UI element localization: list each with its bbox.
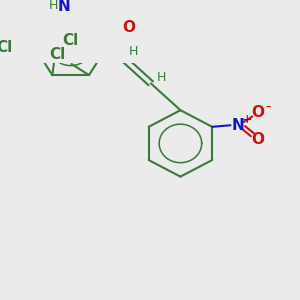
Text: Cl: Cl	[0, 40, 13, 55]
Text: N: N	[57, 0, 70, 14]
Text: O: O	[251, 132, 264, 147]
Text: H: H	[129, 45, 138, 58]
Text: +: +	[242, 113, 252, 126]
Text: H: H	[49, 0, 58, 12]
Text: N: N	[232, 118, 245, 133]
Text: -: -	[265, 99, 271, 114]
Text: H: H	[157, 70, 166, 83]
Text: O: O	[123, 20, 136, 35]
Text: Cl: Cl	[62, 32, 79, 47]
Text: Cl: Cl	[50, 47, 66, 62]
Text: O: O	[251, 105, 264, 120]
